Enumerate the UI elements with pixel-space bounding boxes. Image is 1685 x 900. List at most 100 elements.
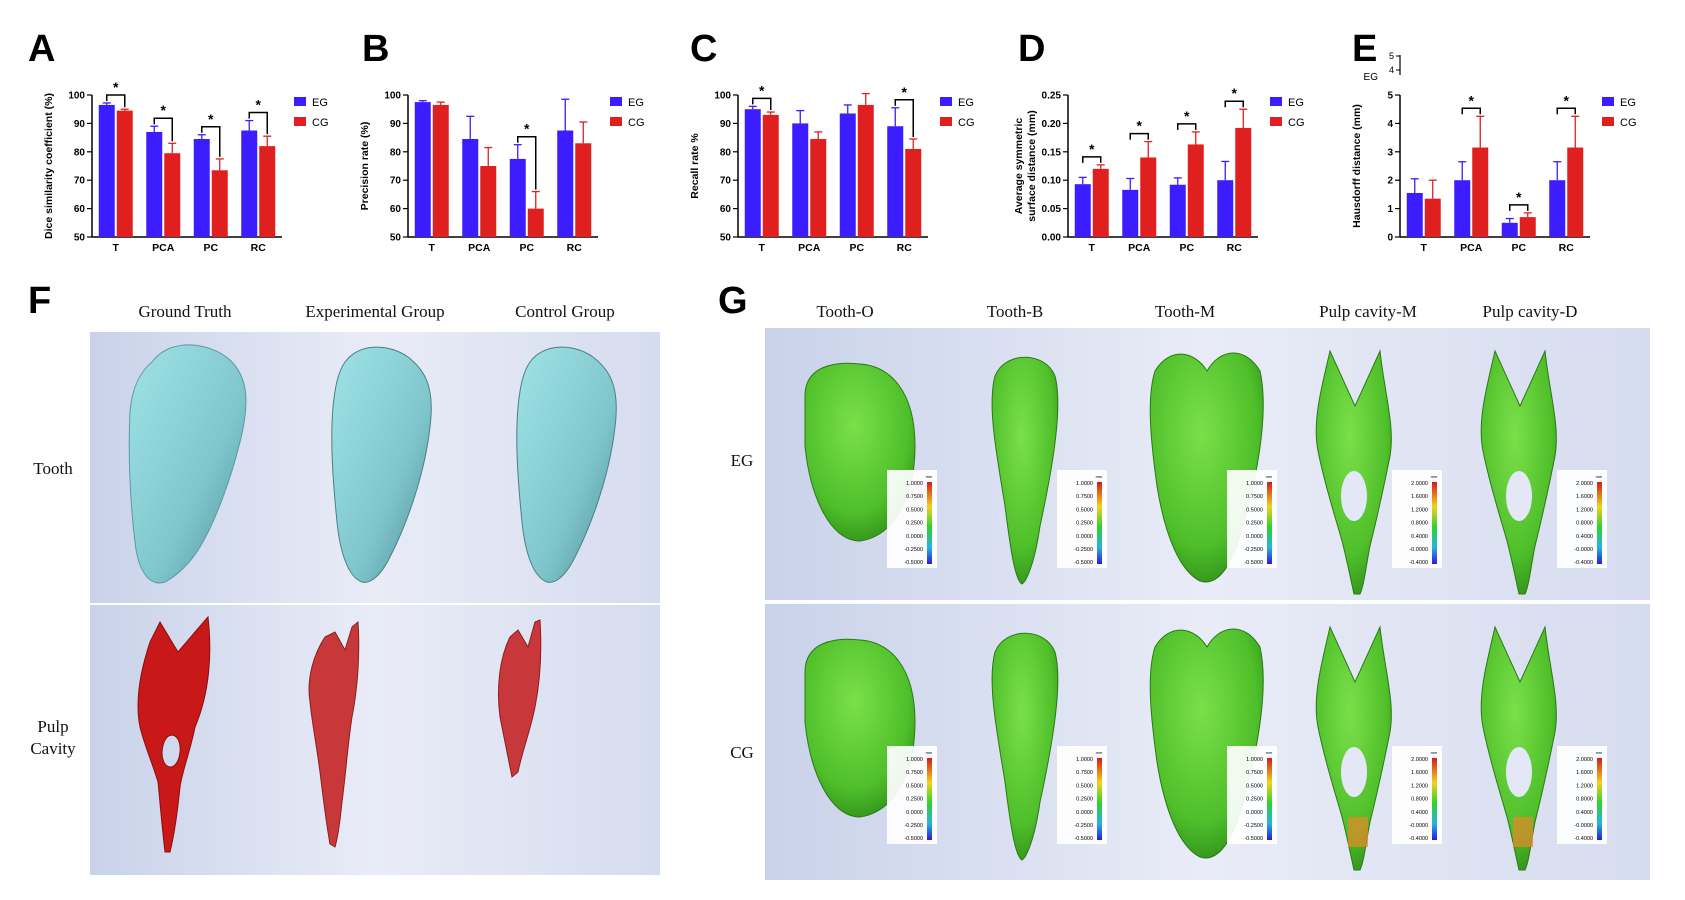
legend-swatch-cg: [1270, 117, 1282, 126]
y-tick-label: 70: [390, 176, 402, 187]
bar-eg-t: [1074, 184, 1091, 237]
bar-cg-t: [432, 104, 449, 237]
colorbar-tick-label: 1.0000: [1076, 757, 1093, 763]
colorbar-tick-label: 0.5000: [906, 783, 923, 789]
bar-eg-rc: [557, 130, 574, 237]
legend-label-cg: CG: [1288, 117, 1305, 129]
fragment-tick-label: 5: [1389, 51, 1394, 61]
y-tick-label: 60: [720, 204, 732, 215]
colorbar-unit: mm: [926, 750, 933, 755]
significance-bracket: [1509, 204, 1529, 211]
colorbar-unit: mm: [1096, 474, 1103, 479]
y-tick-label: 80: [390, 147, 402, 158]
x-tick-label: RC: [251, 242, 267, 254]
significance-bracket: [153, 117, 173, 142]
significance-star: *: [1137, 118, 1143, 134]
y-tick-label: 0.05: [1042, 204, 1062, 215]
colorbar-tick-label: 0.7500: [1246, 770, 1263, 776]
colorbar-tick-label: 1.2000: [1411, 783, 1428, 789]
y-axis-label: Precision rate (%): [359, 122, 371, 211]
panel-g-col-pulp-m: Pulp cavity-M: [1319, 302, 1417, 321]
y-tick-label: 3: [1387, 147, 1393, 158]
y-tick-label: 50: [720, 233, 732, 244]
bar-cg-pca: [810, 139, 827, 237]
panel-letter-a: A: [28, 28, 56, 70]
colorbar-tick-label: 0.2500: [906, 797, 923, 803]
significance-bracket: [894, 99, 914, 138]
colorbar-tick-label: 0.8000: [1411, 521, 1428, 527]
colorbar-unit: mm: [1096, 750, 1103, 755]
significance-bracket: [201, 126, 221, 157]
colorbar-tick-label: 2.0000: [1411, 757, 1428, 763]
colorbar-tick-label: 0.2500: [1246, 521, 1263, 527]
y-tick-label: 50: [390, 233, 402, 244]
colorbar-tick-label: 1.0000: [1246, 757, 1263, 763]
legend-label-eg: EG: [628, 97, 644, 109]
colorbar-tick-label: 1.0000: [1246, 481, 1263, 487]
legend-swatch-cg: [1602, 117, 1614, 126]
y-axis-label-line: Average symmetric: [1013, 118, 1025, 215]
significance-bracket: [752, 97, 772, 111]
y-tick-label: 100: [68, 91, 85, 102]
significance-bracket: [106, 94, 126, 108]
colorbar-tick-label: 0.0000: [1246, 534, 1263, 540]
legend-swatch-eg: [940, 97, 952, 106]
colorbar-tick-label: 2.0000: [1576, 757, 1593, 763]
colorbar-tick-label: -0.2500: [904, 547, 923, 553]
g-buccal-cg-1: [991, 632, 1059, 861]
colorbar-tick-label: -0.5000: [1244, 560, 1263, 566]
colorbar-tick-label: 1.0000: [1076, 481, 1093, 487]
y-tick-label: 80: [74, 147, 86, 158]
bar-eg-rc: [1549, 180, 1566, 237]
colorbar-tick-label: 1.6000: [1576, 494, 1593, 500]
colorbar-gradient: [1097, 482, 1102, 564]
significance-star: *: [1184, 108, 1190, 124]
colorbar-tick-label: 0.2500: [1076, 521, 1093, 527]
legend-label-eg: EG: [1288, 97, 1304, 109]
chart-d: 0.00 0.05 0.10 0.15 0.20 0.25 Average symmetri…: [1013, 85, 1305, 254]
bar-eg-pca: [1454, 180, 1471, 237]
colorbar-tick-label: -0.2500: [1244, 547, 1263, 553]
colorbar-tick-label: 1.2000: [1576, 507, 1593, 513]
bar-eg-pca: [1122, 189, 1139, 237]
bar-eg-t: [98, 104, 115, 237]
colorbar-tick-label: 0.0000: [906, 534, 923, 540]
colorbar-gradient: [927, 482, 932, 564]
y-tick-label: 0.20: [1042, 119, 1062, 130]
significance-star: *: [1469, 92, 1475, 108]
x-tick-label: RC: [1559, 242, 1575, 254]
bar-eg-pca: [146, 131, 163, 237]
significance-bracket: [1556, 107, 1576, 115]
colorbar-tick-label: 1.2000: [1576, 783, 1593, 789]
x-tick-label: PCA: [1128, 242, 1151, 254]
pulp-control: [498, 619, 542, 778]
y-tick-label: 0.00: [1042, 233, 1062, 244]
legend-label-cg: CG: [312, 117, 329, 129]
colorbar-tick-label: -0.5000: [1244, 836, 1263, 842]
g-buccal-eg-1: [991, 356, 1059, 585]
colorbar-unit: mm: [1431, 474, 1438, 479]
colorbar-tick-label: -0.2500: [1074, 547, 1093, 553]
colorbar-tick-label: 0.2500: [1076, 797, 1093, 803]
y-tick-label: 80: [720, 147, 732, 158]
chart-e: 0 1 2 3 4 5 Hausdorff distance (mm) T PCA * PC * RC *…: [1351, 51, 1637, 254]
colorbar-tick-label: 0.7500: [1076, 494, 1093, 500]
significance-star: *: [208, 111, 214, 127]
bar-cg-pc: [211, 170, 228, 237]
colorbar-tick-label: -0.2500: [1074, 823, 1093, 829]
colorbar: mm2.0000 1.6000 1.2000 0.8000 0.4000 -0.0000 -…: [1392, 470, 1442, 568]
colorbar-tick-label: 0.4000: [1576, 810, 1593, 816]
x-tick-label: T: [759, 242, 766, 254]
significance-bracket: [248, 111, 268, 135]
colorbar-gradient: [927, 758, 932, 840]
colorbar-tick-label: 0.5000: [1246, 783, 1263, 789]
colorbar-tick-label: -0.4000: [1409, 836, 1428, 842]
pulp-experimental: [308, 620, 360, 848]
colorbar: mm1.0000 0.7500 0.5000 0.2500 0.0000 -0.2500 -…: [1057, 746, 1107, 844]
colorbar-tick-label: 0.0000: [1076, 534, 1093, 540]
colorbar-tick-label: 0.2500: [1246, 797, 1263, 803]
fragment-label: EG: [1364, 72, 1379, 83]
colorbar: mm1.0000 0.7500 0.5000 0.2500 0.0000 -0.2500 -…: [1057, 470, 1107, 568]
y-tick-label: 2: [1387, 176, 1393, 187]
colorbar: mm2.0000 1.6000 1.2000 0.8000 0.4000 -0.0000 -…: [1392, 746, 1442, 844]
